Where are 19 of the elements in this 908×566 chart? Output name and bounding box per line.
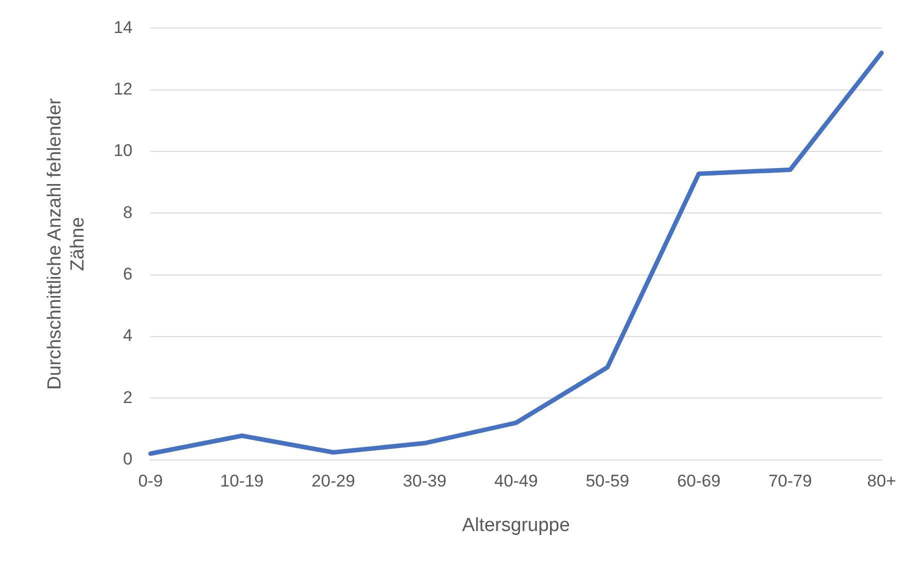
x-tick-label: 50-59 [586,472,630,491]
x-tick-label: 40-49 [494,472,538,491]
x-tick-label: 0-9 [138,472,163,491]
x-tick-label: 70-79 [768,472,812,491]
y-tick-label: 4 [123,326,133,346]
y-tick-label: 14 [114,18,133,37]
y-tick-label: 10 [114,141,133,160]
y-tick-label: 2 [123,388,133,407]
x-tick-label: 30-39 [402,472,446,491]
x-tick-label: 80+ [867,472,896,491]
y-tick-label: 8 [123,202,133,222]
x-tick-label: 10-19 [220,472,264,491]
x-tick-label: 20-29 [312,472,356,491]
y-tick-label: 6 [123,264,133,284]
x-tick-label: 60-69 [677,472,721,491]
x-axis-title: Altersgruppe [462,514,570,536]
y-tick-label: 12 [114,80,133,99]
y-tick-label: 0 [123,449,133,468]
y-axis-title: Durchschnittliche Anzahl fehlender Zähne [44,98,88,390]
